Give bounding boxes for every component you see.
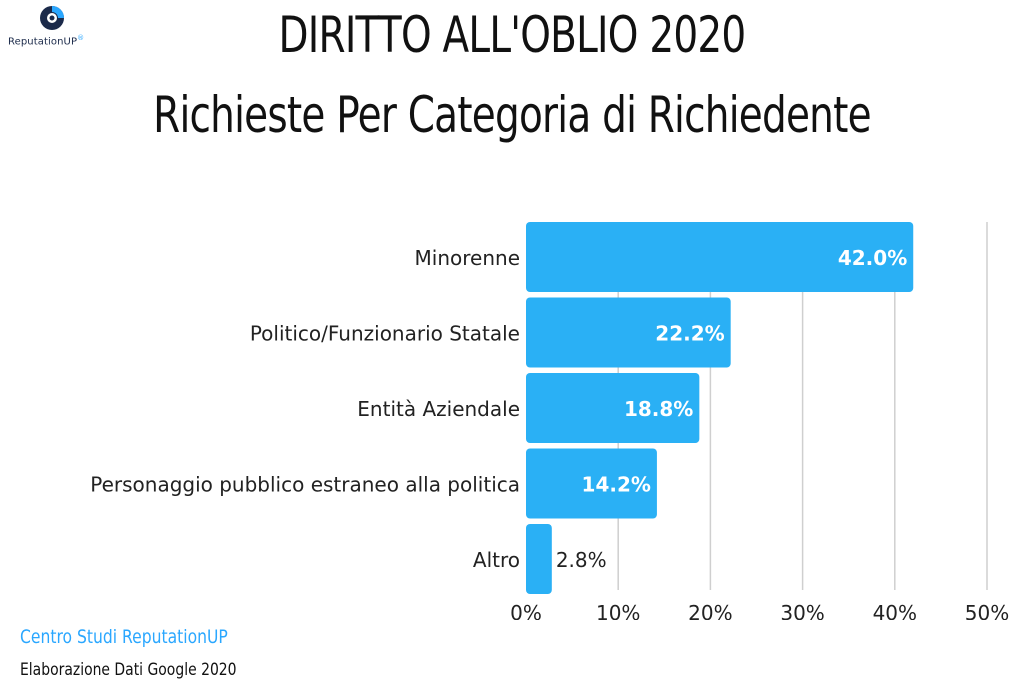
value-label-1: 22.2% <box>655 322 724 346</box>
source-credit: Centro Studi ReputationUP <box>20 626 228 648</box>
logo-mark-icon <box>40 6 64 30</box>
x-tick-10: 10% <box>596 601 640 620</box>
x-tick-30: 30% <box>780 601 824 620</box>
source-note: Elaborazione Dati Google 2020 <box>20 660 237 680</box>
chart-subtitle: Richieste Per Categoria di Richiedente <box>153 86 871 144</box>
x-tick-40: 40% <box>873 601 917 620</box>
bar-2 <box>526 373 700 443</box>
x-tick-labels: 0% 10% 20% 30% 40% 50% <box>510 601 1009 620</box>
category-label-0: Minorenne <box>415 246 520 270</box>
category-label-4: Altro <box>473 548 520 572</box>
value-label-0: 42.0% <box>838 246 907 270</box>
category-label-3: Personaggio pubblico estraneo alla polit… <box>90 473 520 497</box>
chart-title: DIRITTO ALL'OBLIO 2020 <box>278 6 747 64</box>
x-tick-50: 50% <box>965 601 1009 620</box>
bar-3 <box>526 448 657 519</box>
bars <box>526 222 914 594</box>
category-label-1: Politico/Funzionario Statale <box>250 322 520 346</box>
value-label-3: 14.2% <box>582 473 651 497</box>
value-label-2: 18.8% <box>624 397 693 421</box>
value-labels: 42.0% 22.2% 18.8% 14.2% 2.8% <box>556 246 907 572</box>
value-label-4: 2.8% <box>556 548 607 572</box>
bar-1 <box>526 297 731 368</box>
bar-4 <box>526 524 552 594</box>
category-labels: Minorenne Politico/Funzionario Statale Ent… <box>90 246 520 572</box>
logo-text: ReputationUP® <box>8 34 85 48</box>
x-tick-20: 20% <box>688 601 732 620</box>
x-tick-0: 0% <box>510 601 542 620</box>
reputationup-logo: ReputationUP® <box>8 4 118 52</box>
category-label-2: Entità Aziendale <box>357 397 520 421</box>
bar-0 <box>526 222 914 292</box>
bar-chart: Minorenne Politico/Funzionario Statale Ent… <box>90 222 1009 620</box>
